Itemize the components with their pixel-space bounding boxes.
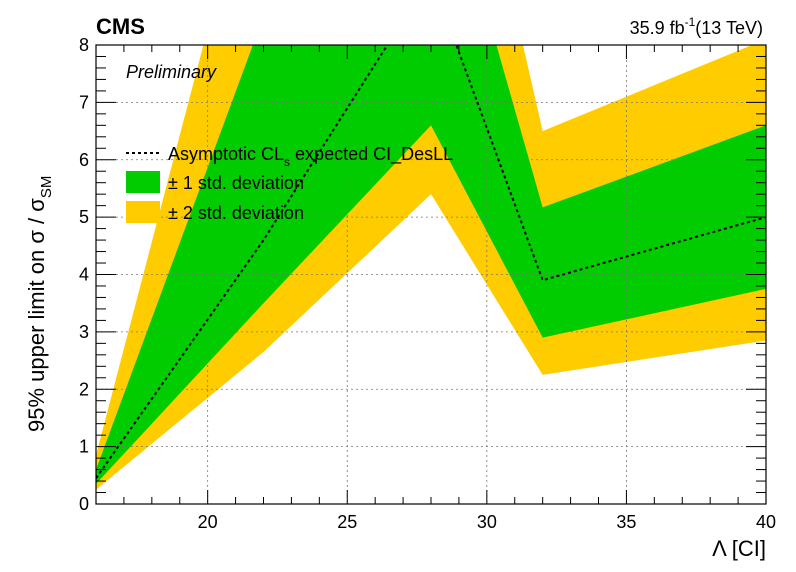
legend-two-sigma-label: ± 2 std. deviation	[168, 203, 304, 223]
legend-one-sigma-label: ± 1 std. deviation	[168, 173, 304, 193]
y-tick-label: 4	[79, 265, 89, 285]
y-tick-label: 8	[79, 35, 89, 55]
y-tick-label: 0	[79, 494, 89, 514]
y-tick-label: 6	[79, 150, 89, 170]
legend: Asymptotic CLs expected CI_DesLL ± 1 std…	[126, 144, 453, 223]
grid-layer	[96, 45, 766, 504]
y-tick-label: 7	[79, 92, 89, 112]
expected-limit-line	[96, 45, 766, 479]
x-tick-label: 30	[477, 512, 497, 532]
y-tick-label: 5	[79, 207, 89, 227]
legend-one-sigma-swatch	[126, 171, 160, 193]
one-sigma-band	[96, 45, 766, 484]
bands-layer	[96, 45, 766, 490]
legend-two-sigma-swatch	[126, 201, 160, 223]
lumi-label: 35.9 fb-1(13 TeV)	[630, 15, 763, 38]
y-axis-title: 95% upper limit on σ / σSM	[24, 176, 55, 432]
x-tick-label: 40	[756, 512, 776, 532]
y-tick-label: 1	[79, 437, 89, 457]
expected-layer	[96, 45, 766, 479]
x-tick-label: 35	[616, 512, 636, 532]
cms-label: CMS	[96, 14, 145, 39]
y-tick-label: 3	[79, 322, 89, 342]
legend-expected-label: Asymptotic CLs expected CI_DesLL	[168, 144, 453, 169]
preliminary-label: Preliminary	[126, 62, 217, 82]
x-axis-title: Λ [CI]	[712, 536, 766, 561]
axis-ticks: 20 25 30 35 40 0 1 2 3 4 5 6 7 8	[79, 35, 776, 532]
x-tick-label: 25	[337, 512, 357, 532]
x-tick-label: 20	[198, 512, 218, 532]
y-tick-label: 2	[79, 379, 89, 399]
